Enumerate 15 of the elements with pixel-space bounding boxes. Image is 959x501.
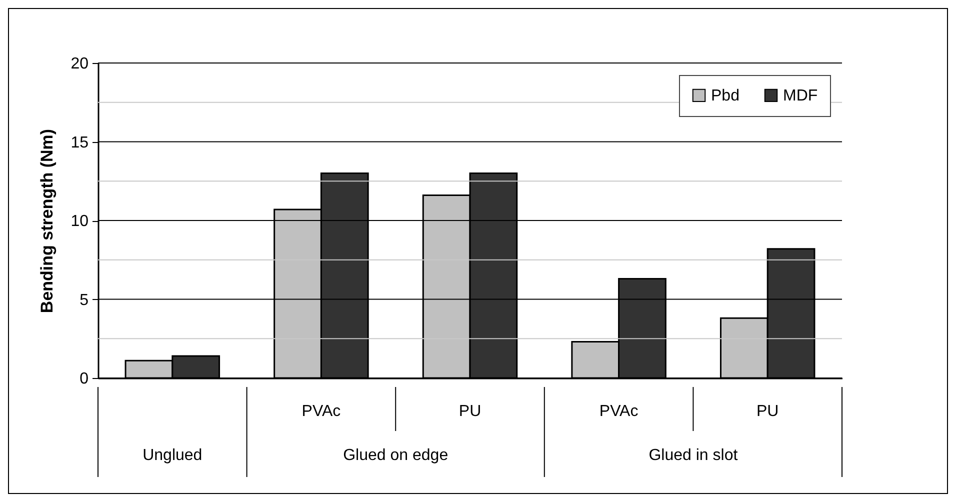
text: Unglued [142, 447, 202, 464]
legend-label: Pbd [711, 87, 740, 104]
y-tick-label: 0 [80, 370, 89, 388]
x-tick-label: PVAc [302, 403, 341, 420]
text: Glued in slot [648, 447, 738, 464]
text: Glued on edge [343, 447, 448, 464]
legend-label: MDF [783, 87, 818, 104]
y-tick-label: 5 [80, 292, 89, 309]
x-tick-label: PU [756, 403, 779, 420]
y-tick-label: 15 [70, 134, 89, 152]
y-tick-label: 20 [70, 56, 89, 72]
x-tick-label: PU [458, 403, 482, 420]
y-axis-title: Bending strength (Nm) [38, 128, 57, 314]
x-tick-label: PVAc [599, 403, 638, 420]
y-tick-label: 10 [70, 213, 89, 230]
